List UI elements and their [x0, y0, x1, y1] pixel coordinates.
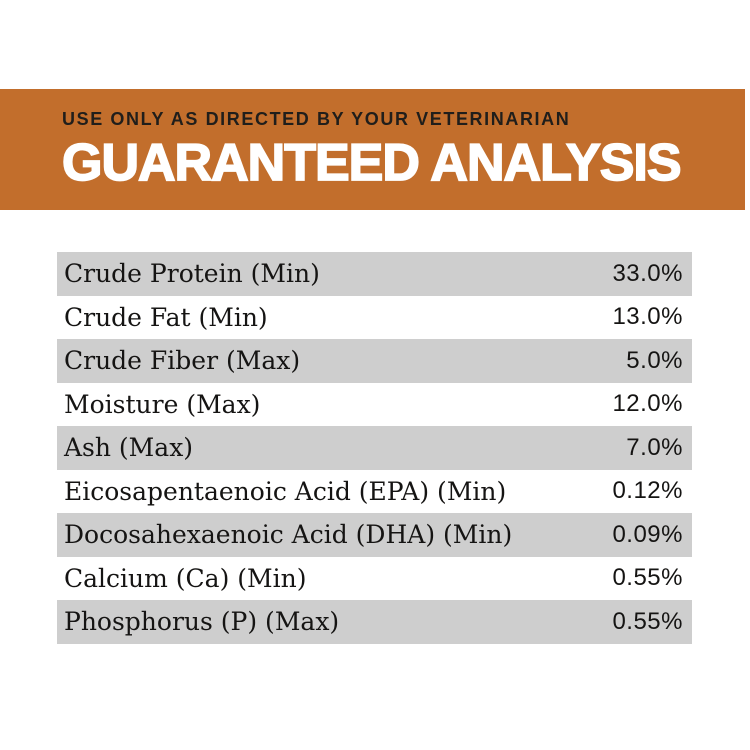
nutrient-value: 0.12%	[612, 477, 683, 505]
table-row: Crude Fiber (Max) 5.0%	[57, 339, 692, 383]
nutrient-label: Crude Fat (Min)	[64, 302, 268, 332]
table-row: Eicosapentaenoic Acid (EPA) (Min) 0.12%	[57, 470, 692, 514]
table-row: Docosahexaenoic Acid (DHA) (Min) 0.09%	[57, 513, 692, 557]
nutrient-label: Ash (Max)	[64, 433, 194, 463]
veterinarian-directive-text: USE ONLY AS DIRECTED BY YOUR VETERINARIA…	[62, 109, 571, 129]
nutrient-label: Eicosapentaenoic Acid (EPA) (Min)	[64, 476, 507, 506]
nutrient-label: Moisture (Max)	[64, 389, 261, 419]
header-banner: USE ONLY AS DIRECTED BY YOUR VETERINARIA…	[0, 89, 745, 210]
nutrient-value: 7.0%	[626, 433, 683, 461]
page-title: GUARANTEED ANALYSIS	[61, 133, 682, 192]
table-row: Ash (Max) 7.0%	[57, 426, 692, 470]
nutrient-value: 5.0%	[626, 346, 683, 374]
table-row: Crude Protein (Min) 33.0%	[57, 252, 692, 296]
nutrient-value: 33.0%	[612, 259, 683, 287]
nutrient-label: Crude Protein (Min)	[64, 259, 320, 289]
table-row: Crude Fat (Min) 13.0%	[57, 296, 692, 340]
nutrient-label: Docosahexaenoic Acid (DHA) (Min)	[64, 520, 513, 550]
table-row: Moisture (Max) 12.0%	[57, 383, 692, 427]
nutrient-value: 12.0%	[612, 390, 683, 418]
table-row: Calcium (Ca) (Min) 0.55%	[57, 557, 692, 601]
nutrient-value: 0.09%	[612, 520, 683, 548]
analysis-table: Crude Protein (Min) 33.0% Crude Fat (Min…	[57, 252, 692, 644]
nutrient-value: 0.55%	[612, 564, 683, 592]
table-row: Phosphorus (P) (Max) 0.55%	[57, 600, 692, 644]
nutrient-label: Calcium (Ca) (Min)	[64, 563, 307, 593]
nutrient-value: 13.0%	[612, 303, 683, 331]
nutrient-label: Phosphorus (P) (Max)	[64, 607, 340, 637]
nutrient-label: Crude Fiber (Max)	[64, 346, 301, 376]
nutrient-value: 0.55%	[612, 607, 683, 635]
